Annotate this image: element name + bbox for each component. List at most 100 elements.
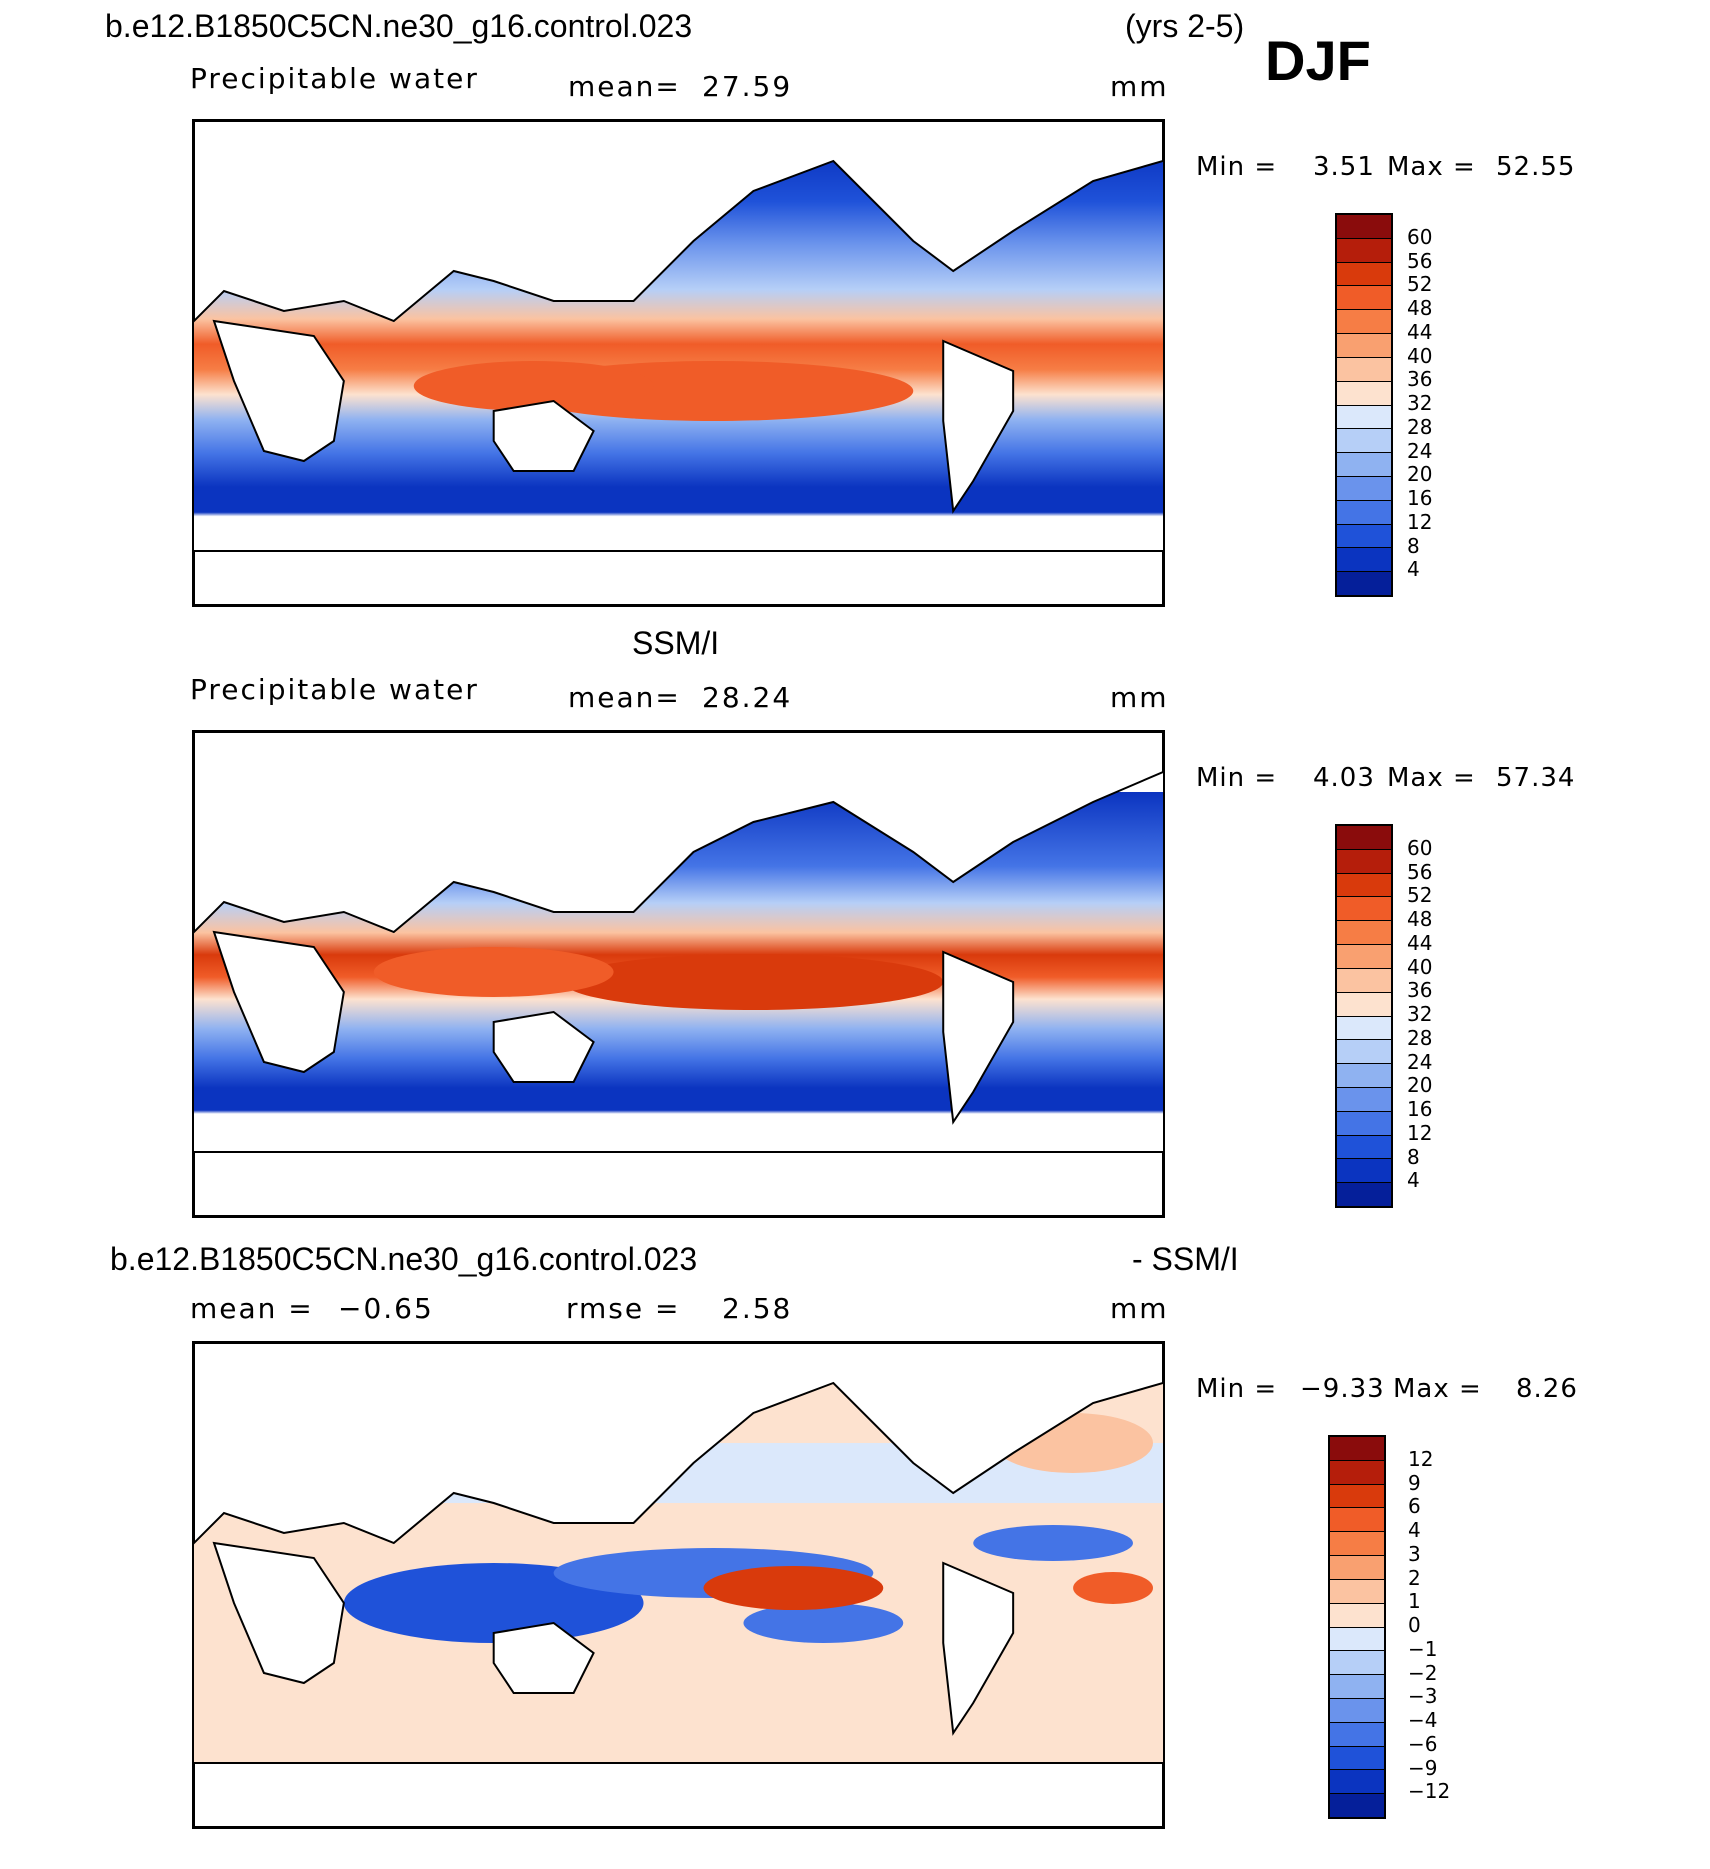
min-value: −9.33 [1300,1374,1385,1404]
colorbar-tick-label: 12 [1407,509,1433,534]
colorbar-tick-label: 32 [1407,1002,1433,1026]
colorbar-tick-label: 40 [1407,343,1433,368]
colorbar-swatch [1337,826,1391,850]
min-label: Min = [1196,152,1278,182]
colorbar-swatch [1330,1437,1384,1461]
section-title-obs: SSM/I [632,625,720,661]
colorbar-tick-label: 44 [1407,319,1433,344]
colorbar-swatch [1337,873,1391,898]
colorbar-tick-label: 48 [1407,907,1433,931]
colorbar-diff-labels: 12 9 6 4 3 2 1 0 −1 −2 −3 −4 −6 −9 −12 [1408,1435,1468,1815]
colorbar-tick-label: 56 [1407,248,1433,273]
colorbar-tick-label: 48 [1407,296,1433,320]
colorbar-tick-label: −1 [1408,1636,1438,1661]
colorbar-tick-label: −9 [1408,1755,1438,1780]
min-value: 3.51 [1313,152,1375,182]
colorbar-tick-label: 32 [1407,391,1433,415]
colorbar-swatch [1337,500,1391,525]
colorbar-tick-label: 52 [1407,883,1433,908]
season-label: DJF [1265,29,1371,92]
colorbar-tick-label: 36 [1407,978,1433,1003]
max-value: 52.55 [1496,152,1576,182]
colorbar-tick-label: 60 [1407,224,1433,249]
diff-precip-map [192,1341,1165,1829]
mean-value: 27.59 [702,70,793,103]
variable-label: Precipitable water [190,62,479,95]
units-label: mm [1110,681,1169,714]
colorbar-swatch [1330,1556,1384,1580]
colorbar-tick-label: 24 [1407,1049,1433,1074]
colorbar-tick-label: −3 [1408,1684,1438,1709]
colorbar-tick-label: 1 [1408,1589,1421,1614]
mean-value: 28.24 [702,681,793,714]
colorbar-tick-label: 24 [1407,438,1433,463]
colorbar-tick-label: 20 [1407,1073,1433,1098]
colorbar-tick-label: 0 [1408,1613,1421,1637]
obs-map-svg [194,732,1163,1216]
units-label: mm [1110,70,1169,103]
model-precip-map [192,119,1165,607]
colorbar-tick-label: −2 [1408,1660,1438,1685]
colorbar-swatch [1330,1579,1384,1604]
colorbar-swatch [1337,381,1391,406]
max-label: Max = [1393,1374,1482,1404]
units-label: mm [1110,1292,1169,1325]
colorbar-obs [1335,824,1393,1208]
colorbar-swatch [1337,1040,1391,1065]
colorbar-swatch [1330,1460,1384,1485]
rmse-label: rmse = [566,1292,681,1325]
colorbar-tick-label: 2 [1408,1565,1421,1590]
colorbar-tick-label: 44 [1407,930,1433,955]
diff-map-svg [194,1343,1163,1827]
colorbar-swatch [1330,1722,1384,1747]
colorbar-swatch [1330,1484,1384,1509]
mean-value: −0.65 [338,1292,434,1325]
section-title-diff: b.e12.B1850C5CN.ne30_g16.control.023 [110,1241,698,1277]
colorbar-tick-label: 52 [1407,272,1433,297]
colorbar-swatch [1337,238,1391,263]
max-value: 8.26 [1516,1374,1578,1404]
colorbar-swatch [1337,992,1391,1017]
colorbar-swatch [1337,1111,1391,1136]
colorbar-tick-label: 20 [1407,462,1433,487]
colorbar-tick-label: 16 [1407,1097,1433,1121]
mean-label: mean= [568,681,681,714]
colorbar-swatch [1330,1746,1384,1771]
colorbar-tick-label: −12 [1408,1779,1451,1804]
colorbar-swatch [1337,921,1391,946]
colorbar-swatch [1330,1508,1384,1533]
max-label: Max = [1387,763,1476,793]
colorbar-tick-label: 3 [1408,1541,1421,1566]
colorbar-tick-label: 16 [1407,486,1433,510]
min-value: 4.03 [1313,763,1375,793]
min-label: Min = [1196,763,1278,793]
colorbar-swatch [1337,1159,1391,1184]
colorbar-tick-label: 60 [1407,835,1433,860]
colorbar-swatch [1337,215,1391,239]
colorbar-tick-label: −4 [1408,1708,1438,1732]
colorbar-tick-label: 8 [1407,1144,1420,1169]
colorbar-swatch [1330,1532,1384,1557]
colorbar-tick-label: 4 [1407,557,1420,582]
colorbar-tick-label: 12 [1408,1446,1434,1471]
colorbar-tick-label: 36 [1407,367,1433,392]
mean-label: mean= [568,70,681,103]
colorbar-diff [1328,1435,1386,1819]
obs-precip-map [192,730,1165,1218]
colorbar-tick-label: 4 [1408,1518,1421,1542]
colorbar-tick-label: 4 [1407,1168,1420,1193]
colorbar-swatch [1330,1627,1384,1652]
colorbar-swatch [1337,310,1391,335]
colorbar-tick-label: 28 [1407,1025,1433,1050]
colorbar-tick-label: 9 [1408,1470,1421,1495]
colorbar-swatch [1337,968,1391,993]
years-label: (yrs 2-5) [1125,8,1245,44]
colorbar-tick-label: 6 [1408,1494,1421,1519]
colorbar-swatch [1337,1064,1391,1088]
colorbar-swatch [1337,334,1391,358]
max-value: 57.34 [1496,763,1576,793]
colorbar-swatch [1337,1016,1391,1041]
model-map-svg [194,121,1163,605]
colorbar-swatch [1330,1794,1384,1817]
colorbar-swatch [1337,453,1391,477]
